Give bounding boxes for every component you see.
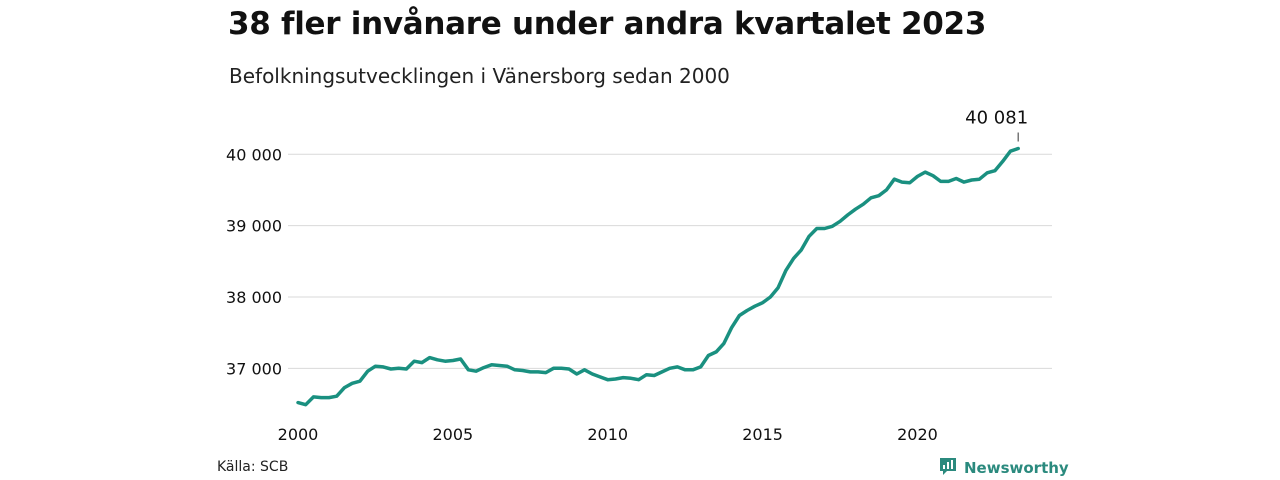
newsworthy-logo-icon [938,456,958,480]
series-layer [296,146,1020,407]
x-tick-label: 2020 [897,425,938,444]
y-tick-label: 39 000 [226,217,282,236]
y-tick-label: 37 000 [226,359,282,378]
source-note: Källa: SCB [217,459,289,475]
y-axis-ticks: 37 000 38 000 39 000 40 000 [226,145,282,378]
x-tick-label: 2010 [587,425,628,444]
annotation-label: 40 081 [965,107,1028,128]
chart-subtitle: Befolkningsutvecklingen i Vänersborg sed… [229,64,730,88]
x-tick-label: 2015 [742,425,783,444]
brand-name: Newsworthy [964,459,1069,477]
annotation-layer: 40 081 [965,107,1028,142]
population-line [296,146,1020,407]
y-tick-label: 40 000 [226,145,282,164]
y-gridlines [288,153,1052,369]
x-tick-label: 2000 [278,425,319,444]
brand-logo: Newsworthy [938,456,1069,480]
x-axis-ticks: 2000 2005 2010 2015 2020 [278,425,938,444]
y-tick-label: 38 000 [226,288,282,307]
chart-title: 38 fler invånare under andra kvartalet 2… [228,6,987,42]
x-tick-label: 2005 [433,425,474,444]
